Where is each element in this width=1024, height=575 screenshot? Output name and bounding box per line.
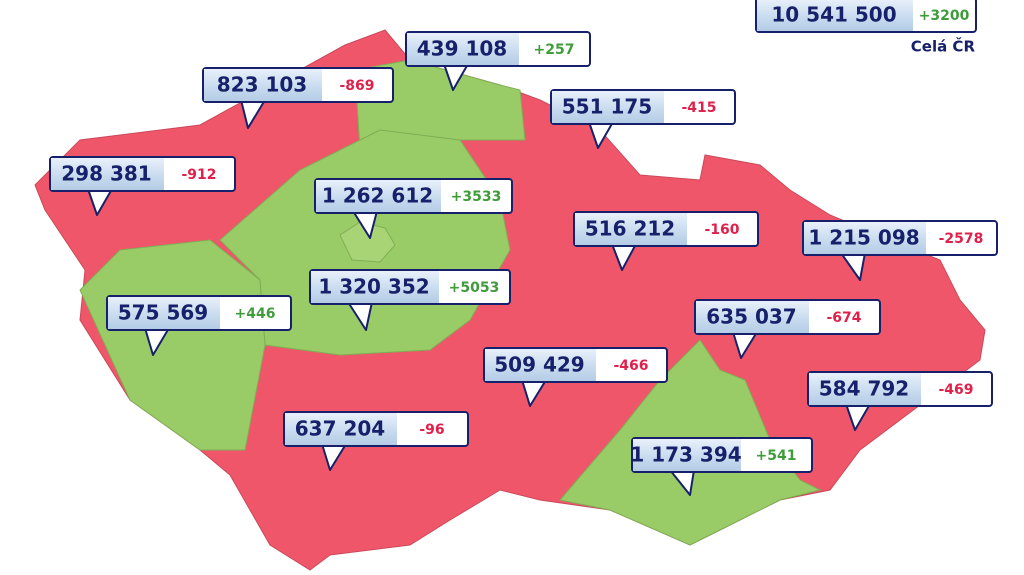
callout: 551 175 -415 [550,89,736,149]
population: 584 792 [819,377,909,401]
callout-pointer [669,469,695,496]
callout-left [809,373,921,405]
change: -469 [938,382,973,398]
population: 823 103 [217,73,307,97]
population: 298 381 [61,162,151,186]
population: 10 541 500 [771,3,896,27]
callout-pointer [144,327,170,356]
callout-pointer [352,210,378,239]
callout: 298 381 -912 [49,156,236,216]
callout-pointer [840,252,866,281]
population: 1 262 612 [322,184,433,208]
callout-pointer [845,403,871,431]
callout-pointer [588,121,614,149]
callout: 637 204 -96 [283,411,469,471]
callout-pointer [321,443,347,471]
total-label: Celá ČR [911,37,976,56]
population: 1 215 098 [808,226,919,250]
callout-pointer [240,99,266,129]
callout-pointer [347,301,373,331]
population: 1 320 352 [318,275,429,299]
population: 637 204 [295,417,385,441]
change: -160 [704,222,739,238]
callout-left [311,271,439,303]
callout-left [316,180,441,212]
change: +3200 [919,8,970,24]
callout: 635 037 -674 [694,299,881,359]
callout: 1 320 352 +5053 [309,269,511,331]
callout: 439 108 +257 [405,31,591,91]
callout: 575 569 +446 [106,295,292,356]
change: +257 [534,42,575,58]
population: 439 108 [417,37,507,61]
change: -674 [826,310,861,326]
callout-left [51,158,164,190]
change: -912 [181,167,216,183]
population: 509 429 [494,353,584,377]
population: 516 212 [585,217,675,241]
callout-left [285,413,397,445]
callout-left [204,69,322,101]
population: 575 569 [118,301,208,325]
change: +5053 [449,280,500,296]
callout: 823 103 -869 [202,67,394,129]
callout-left [552,91,664,123]
callout-left [804,222,926,254]
callout-left [485,349,596,381]
change: -96 [419,422,444,438]
callout-left [108,297,220,329]
callout-left [696,301,809,333]
callout: 509 429 -466 [483,347,668,407]
change: +541 [756,448,797,464]
population: 635 037 [706,305,796,329]
callout-left [633,439,741,471]
callout-left [407,33,519,65]
callout-pointer [611,243,637,271]
population: 1 173 394 [630,443,741,467]
callout: 10 541 500 +3200 [755,0,977,33]
population: 551 175 [562,95,652,119]
change: +446 [235,306,276,322]
callout-pointer [443,63,469,91]
callout: 516 212 -160 [573,211,759,271]
callout: 1 215 098 -2578 [802,220,998,281]
change: -466 [613,358,648,374]
callout-left [575,213,687,245]
callout: 584 792 -469 [807,371,993,431]
callout-left [757,0,913,31]
callout-pointer [87,188,113,216]
callout-pointer [732,331,758,359]
callout: 1 262 612 +3533 [314,178,513,239]
change: +3533 [451,189,502,205]
callout: 1 173 394 +541 [630,437,813,496]
change: -869 [339,78,374,94]
callout-pointer [521,379,547,407]
change: -2578 [939,231,984,247]
change: -415 [681,100,716,116]
